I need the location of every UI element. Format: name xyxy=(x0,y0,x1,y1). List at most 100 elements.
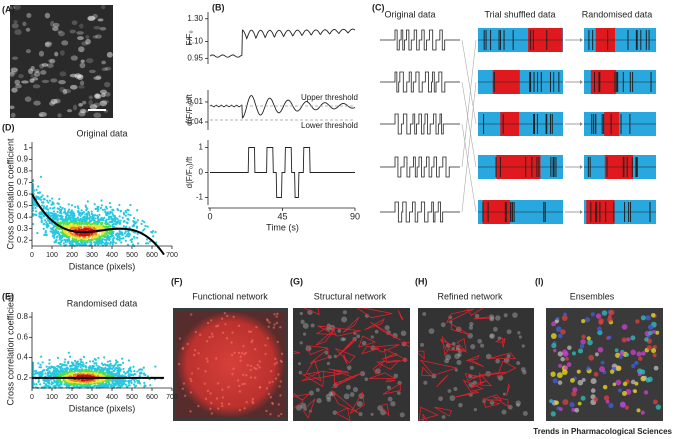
point xyxy=(43,214,46,218)
cell xyxy=(246,364,249,367)
cell xyxy=(25,49,31,54)
cell xyxy=(522,370,527,375)
point xyxy=(50,378,53,381)
point xyxy=(121,357,124,360)
cell xyxy=(595,313,602,319)
point xyxy=(40,210,43,214)
panel-title: Randomised data xyxy=(67,298,138,308)
cell xyxy=(607,316,613,323)
point xyxy=(48,362,51,365)
cell xyxy=(10,112,16,118)
cell xyxy=(247,330,251,333)
cell xyxy=(279,326,282,329)
cell xyxy=(266,337,269,340)
cell xyxy=(571,407,576,412)
point xyxy=(60,380,63,384)
point xyxy=(132,383,136,386)
cell xyxy=(521,344,525,348)
cell xyxy=(206,389,210,393)
cell xyxy=(561,369,568,375)
point xyxy=(64,212,67,215)
cell xyxy=(28,68,34,75)
point xyxy=(101,237,104,241)
point xyxy=(37,380,40,383)
cell xyxy=(48,101,56,106)
point xyxy=(53,236,56,239)
point xyxy=(67,223,70,226)
cell xyxy=(44,41,52,48)
cell xyxy=(324,350,329,355)
point xyxy=(143,384,146,387)
point xyxy=(103,242,106,245)
cell xyxy=(645,377,651,383)
point xyxy=(118,364,121,367)
point xyxy=(140,222,143,225)
point xyxy=(62,378,65,381)
point xyxy=(37,185,40,188)
cell xyxy=(245,400,248,404)
cell xyxy=(49,58,56,64)
cell xyxy=(420,342,425,347)
point xyxy=(87,212,91,215)
point xyxy=(116,235,119,238)
panel-label: (I) xyxy=(535,276,544,286)
point xyxy=(121,216,124,219)
cell xyxy=(205,340,209,343)
point xyxy=(40,216,43,219)
cell xyxy=(650,312,656,318)
cell xyxy=(78,111,86,117)
cell xyxy=(29,78,35,83)
point xyxy=(103,230,106,234)
y-tick-label: 0.95 xyxy=(187,53,203,62)
point xyxy=(103,238,106,241)
point xyxy=(130,381,133,385)
cell xyxy=(210,332,214,335)
cell xyxy=(652,353,657,358)
cell xyxy=(59,86,65,93)
point xyxy=(78,219,81,222)
cell xyxy=(473,408,477,412)
point xyxy=(100,199,103,202)
x-tick-label: 90 xyxy=(350,211,360,221)
cell xyxy=(370,412,374,416)
cell xyxy=(278,385,281,388)
point xyxy=(72,364,75,367)
point xyxy=(77,213,81,216)
cell xyxy=(269,395,273,399)
cell xyxy=(182,382,186,385)
point xyxy=(127,213,130,216)
cell xyxy=(631,363,636,369)
panel-title: Refined network xyxy=(437,291,503,301)
point xyxy=(112,209,115,212)
x-tick-label: 700 xyxy=(166,394,178,401)
point xyxy=(101,381,105,384)
cell xyxy=(277,373,280,376)
cell xyxy=(326,361,331,366)
cell xyxy=(50,98,58,105)
point xyxy=(67,218,70,221)
cell xyxy=(101,92,106,98)
cell xyxy=(92,35,98,39)
point xyxy=(106,360,109,363)
cell xyxy=(33,100,41,106)
point xyxy=(92,227,95,231)
point xyxy=(101,218,105,222)
point xyxy=(54,375,58,378)
cell xyxy=(480,343,485,348)
point xyxy=(85,361,88,365)
cell xyxy=(267,392,271,396)
cell xyxy=(268,321,271,324)
cell xyxy=(197,367,200,370)
cell xyxy=(254,376,257,379)
cell xyxy=(308,390,314,396)
cell xyxy=(265,387,269,390)
cell xyxy=(655,330,660,335)
panel-label: (E) xyxy=(2,291,14,301)
cell xyxy=(87,16,96,21)
point xyxy=(78,369,81,372)
point xyxy=(47,380,51,384)
cell xyxy=(11,56,19,60)
point xyxy=(110,364,114,367)
point xyxy=(53,218,57,221)
